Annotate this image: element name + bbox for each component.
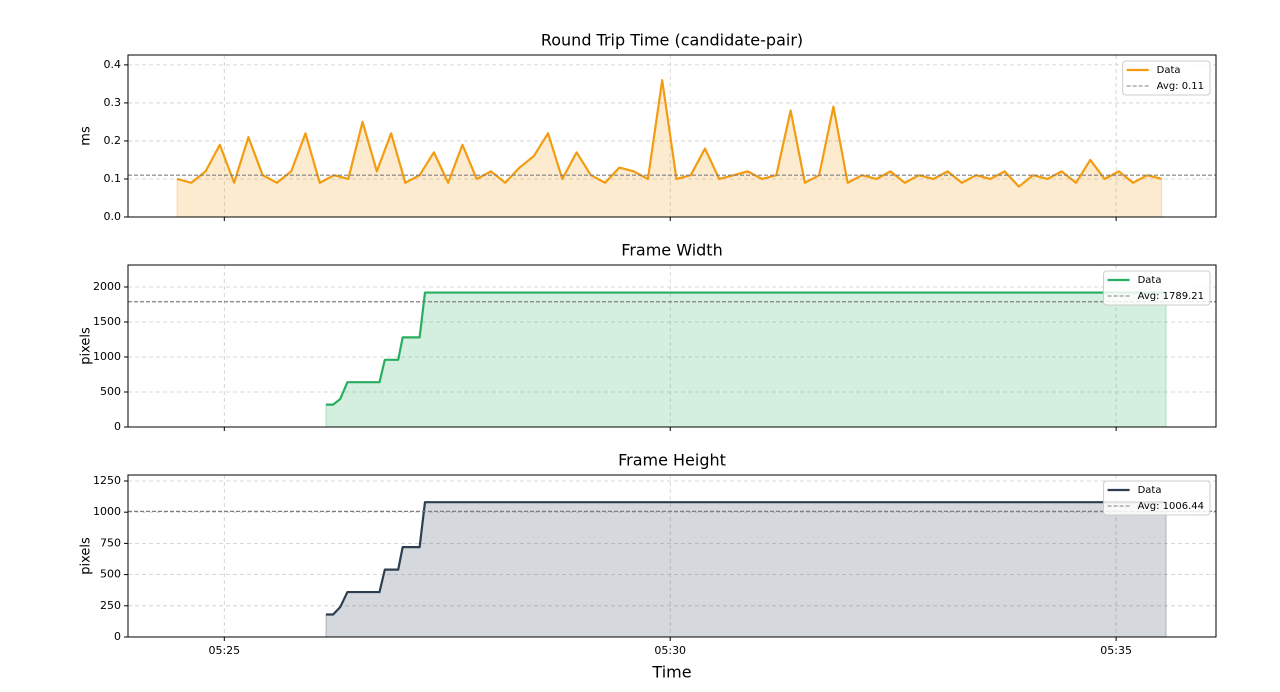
area (176, 80, 1163, 218)
y-tick-label: 0.3 (104, 96, 122, 109)
line (176, 78, 1162, 188)
y-tick-label: 0.4 (104, 58, 122, 71)
legend: Data Avg: 0.11 (1122, 60, 1211, 96)
y-tick-label: 1250 (93, 474, 121, 487)
legend-label: Avg: 0.11 (1157, 81, 1204, 92)
y-tick-label: 1500 (93, 315, 121, 328)
area (325, 292, 1167, 428)
x-axis-label: Time (651, 663, 691, 682)
y-tick-label: 750 (100, 536, 121, 549)
y-tick-label: 0.1 (104, 172, 122, 185)
y-tick-label: 1000 (93, 505, 121, 518)
chart-title: Frame Height (618, 451, 726, 470)
legend-label: Data (1138, 275, 1162, 286)
legend-label: Avg: 1006.44 (1138, 501, 1204, 512)
y-axis-label: pixels (79, 537, 94, 575)
axes-frame (127, 474, 1217, 638)
axes-frame (127, 264, 1217, 428)
line (325, 501, 1167, 616)
y-tick-label: 0 (114, 630, 121, 643)
x-tick-label: 05:30 (654, 644, 686, 657)
axes-frame (127, 54, 1217, 218)
y-tick-label: 0.0 (104, 210, 122, 223)
y-tick-label: 500 (100, 385, 121, 398)
chart-title: Round Trip Time (candidate-pair) (541, 31, 803, 50)
legend-box (1103, 480, 1211, 516)
y-tick-label: 1000 (93, 350, 121, 363)
legend: Data Avg: 1789.21 (1103, 270, 1211, 306)
y-tick-label: 0.2 (104, 134, 122, 147)
line (325, 291, 1167, 406)
y-tick-label: 0 (114, 420, 121, 433)
x-tick-label: 05:25 (208, 644, 240, 657)
y-tick-label: 250 (100, 599, 121, 612)
y-axis-label: ms (79, 126, 94, 146)
y-axis-label: pixels (79, 327, 94, 365)
legend-label: Data (1138, 485, 1162, 496)
y-tick-label: 2000 (93, 280, 121, 293)
chart-title: Frame Width (621, 241, 722, 260)
legend: Data Avg: 1006.44 (1103, 480, 1211, 516)
y-tick-label: 500 (100, 568, 121, 581)
area (325, 501, 1167, 638)
x-tick-label: 05:35 (1100, 644, 1132, 657)
legend-box (1103, 270, 1211, 306)
legend-label: Avg: 1789.21 (1138, 291, 1204, 302)
legend-label: Data (1157, 65, 1181, 76)
